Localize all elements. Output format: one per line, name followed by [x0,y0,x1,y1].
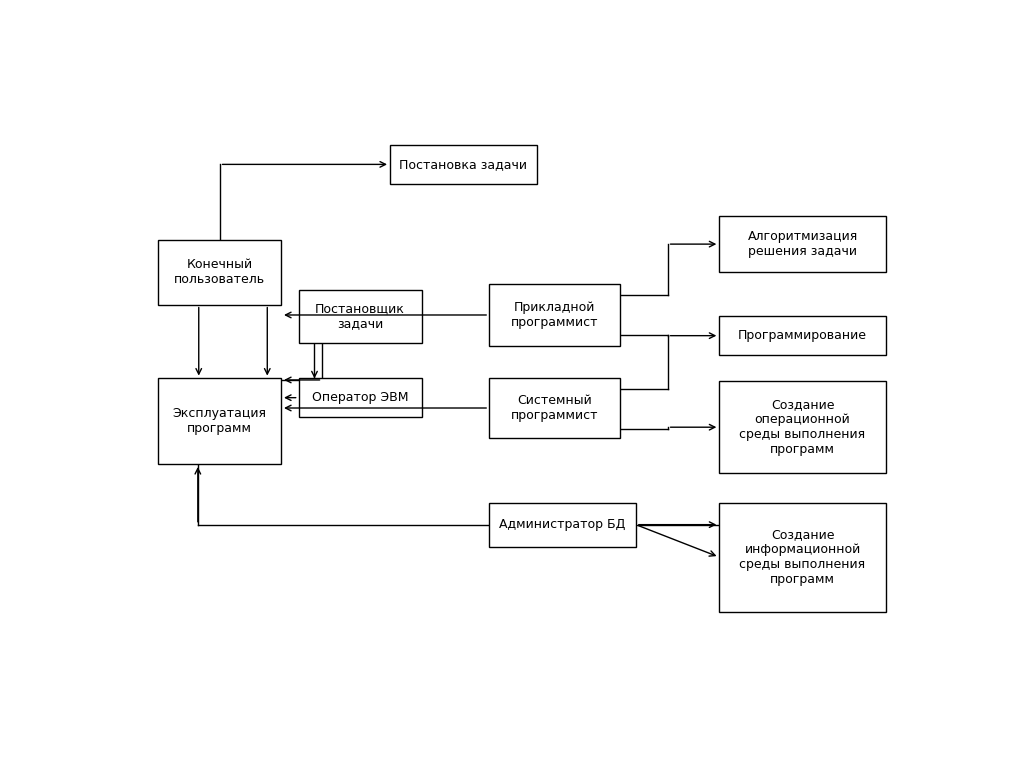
Text: Конечный
пользователь: Конечный пользователь [174,258,265,286]
FancyBboxPatch shape [489,378,620,437]
FancyBboxPatch shape [158,239,282,304]
Text: Постановщик
задачи: Постановщик задачи [315,302,406,331]
Text: Алгоритмизация
решения задачи: Алгоритмизация решения задачи [748,230,858,258]
FancyBboxPatch shape [489,502,636,547]
Text: Системный
программист: Системный программист [511,394,598,422]
Text: Оператор ЭВМ: Оператор ЭВМ [312,391,409,404]
FancyBboxPatch shape [489,284,620,346]
Text: Создание
операционной
среды выполнения
программ: Создание операционной среды выполнения п… [739,398,865,456]
FancyBboxPatch shape [719,502,886,612]
Text: Администратор БД: Администратор БД [500,518,626,531]
Text: Прикладной
программист: Прикладной программист [511,301,598,329]
FancyBboxPatch shape [719,216,886,272]
Text: Постановка задачи: Постановка задачи [399,158,527,171]
FancyBboxPatch shape [719,381,886,473]
FancyBboxPatch shape [158,378,282,464]
FancyBboxPatch shape [719,317,886,355]
Text: Программирование: Программирование [738,329,867,342]
Text: Эксплуатация
программ: Эксплуатация программ [173,407,266,436]
FancyBboxPatch shape [390,145,537,183]
FancyBboxPatch shape [299,290,422,343]
FancyBboxPatch shape [299,378,422,417]
Text: Создание
информационной
среды выполнения
программ: Создание информационной среды выполнения… [739,528,865,586]
